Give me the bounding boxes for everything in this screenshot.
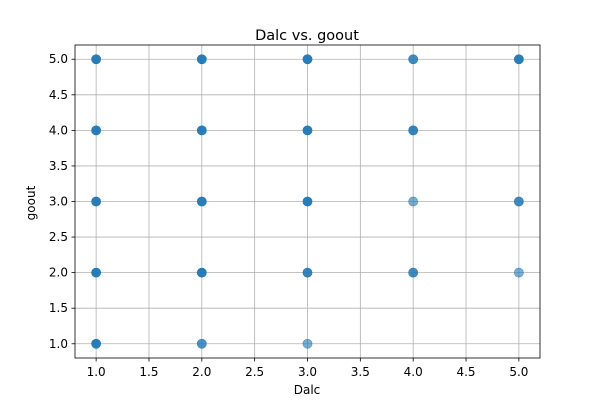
x-axis-ticks: 1.0 1.5 2.0 2.5 3.0 3.5 4.0 4.5 5.0 — [87, 358, 528, 379]
y-tick-label: 5.0 — [49, 52, 68, 66]
scatter-point — [302, 267, 313, 278]
scatter-point — [408, 54, 419, 65]
x-tick-label: 4.0 — [404, 365, 423, 379]
scatter-point — [91, 125, 102, 136]
scatter-point — [196, 125, 207, 136]
x-axis-label: Dalc — [294, 383, 321, 397]
x-tick-label: 2.0 — [192, 365, 211, 379]
y-tick-label: 2.0 — [49, 266, 68, 280]
x-tick-label: 1.5 — [139, 365, 158, 379]
x-tick-label: 4.5 — [456, 365, 475, 379]
scatter-point — [196, 196, 207, 207]
scatter-point — [302, 196, 313, 207]
scatter-point — [408, 125, 419, 136]
y-tick-label: 1.5 — [49, 301, 68, 315]
x-tick-label: 3.0 — [298, 365, 317, 379]
scatter-point — [513, 267, 524, 278]
x-tick-label: 1.0 — [87, 365, 106, 379]
scatter-point — [91, 196, 102, 207]
y-tick-label: 1.0 — [49, 337, 68, 351]
y-tick-label: 2.5 — [49, 230, 68, 244]
scatter-point — [513, 54, 524, 65]
y-axis-label: goout — [24, 185, 38, 220]
scatter-point — [408, 196, 419, 207]
scatter-point — [408, 267, 419, 278]
y-tick-label: 3.0 — [49, 195, 68, 209]
scatter-point — [513, 196, 524, 207]
y-axis-ticks: 1.0 1.5 2.0 2.5 3.0 3.5 4.0 4.5 5.0 — [49, 52, 75, 351]
x-tick-label: 5.0 — [509, 365, 528, 379]
y-tick-label: 3.5 — [49, 159, 68, 173]
chart-title: Dalc vs. goout — [255, 28, 359, 44]
scatter-point — [302, 54, 313, 65]
scatter-point — [302, 338, 313, 349]
y-tick-label: 4.0 — [49, 123, 68, 137]
scatter-point — [91, 338, 102, 349]
scatter-point — [196, 338, 207, 349]
scatter-point — [91, 54, 102, 65]
y-tick-label: 4.5 — [49, 88, 68, 102]
scatter-point — [196, 54, 207, 65]
scatter-point — [302, 125, 313, 136]
x-tick-label: 3.5 — [351, 365, 370, 379]
scatter-point — [91, 267, 102, 278]
scatter-point — [196, 267, 207, 278]
x-tick-label: 2.5 — [245, 365, 264, 379]
data-points — [91, 54, 524, 349]
